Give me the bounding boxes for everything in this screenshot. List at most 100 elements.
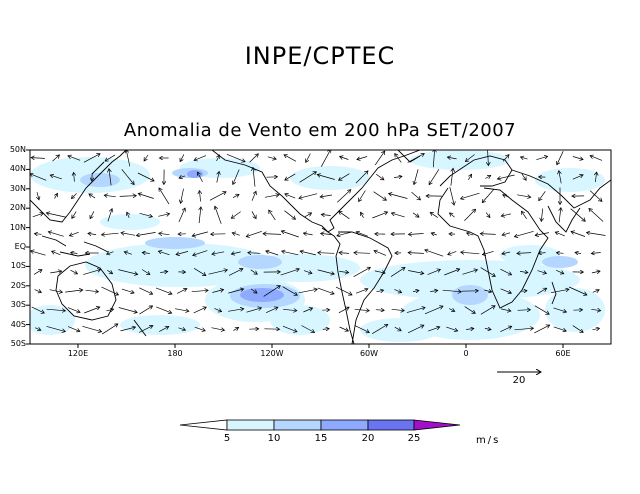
lat-ticks — [26, 149, 30, 345]
wind-vector-arrow — [246, 308, 262, 313]
wind-vector-arrow — [320, 150, 330, 167]
wind-vector-arrow — [337, 231, 352, 236]
wind-vector-arrow — [269, 210, 276, 221]
wind-vector-arrow — [390, 267, 405, 277]
wind-vector-arrow — [520, 291, 527, 292]
wind-vector-arrow — [354, 325, 370, 332]
wind-vector-arrow — [571, 232, 586, 237]
lon-label-120w: 120W — [260, 349, 284, 358]
wind-vector-arrow — [228, 309, 244, 312]
wind-vector-arrow — [468, 174, 471, 180]
wind-vector-arrow — [411, 191, 421, 200]
wind-vector-arrow — [46, 213, 66, 218]
wind-vector-arrow — [178, 208, 185, 223]
colorbar-swatch-15-20 — [320, 419, 369, 431]
lat-label-20n: 20N — [9, 203, 26, 212]
wind-vector-arrow — [536, 156, 547, 161]
wind-vector-arrow — [121, 288, 134, 293]
wind-vector-arrow — [127, 212, 129, 219]
wind-vector-arrow — [181, 188, 184, 204]
wind-vector-arrow — [71, 193, 77, 199]
wind-vector-arrow — [280, 269, 300, 276]
wind-vector-arrow — [46, 309, 66, 311]
wind-vector-arrow — [121, 169, 134, 184]
colorbar-tick-15: 15 — [314, 433, 328, 444]
wind-vector-arrow — [541, 208, 542, 222]
wind-vector-arrow — [336, 190, 351, 203]
wind-vector-arrow — [339, 271, 348, 272]
lat-label-10s: 10S — [10, 261, 26, 270]
wind-vector-arrow — [534, 305, 549, 315]
wind-vector-arrow — [69, 231, 79, 236]
wind-vector-arrow — [31, 306, 45, 313]
wind-vector-arrow — [338, 307, 349, 314]
wind-vector-arrow — [517, 194, 531, 197]
wind-vector-arrow — [407, 154, 425, 163]
wind-vector-arrow — [395, 154, 402, 163]
wind-vector-arrow — [501, 309, 511, 311]
wind-vector-arrow — [514, 328, 534, 330]
wind-vector-arrow — [322, 329, 329, 330]
wind-vector-arrow — [199, 191, 200, 202]
wind-vector-arrow — [217, 155, 220, 162]
wind-vector-arrow — [37, 192, 39, 200]
wind-vector-arrow — [449, 186, 454, 205]
wind-vector-arrow — [407, 325, 424, 334]
wind-vector-arrow — [65, 290, 83, 293]
wind-vector-arrow — [591, 271, 600, 273]
wind-vector-arrow — [179, 176, 186, 178]
wind-vector-arrow — [228, 269, 243, 276]
wind-vector-arrow — [590, 156, 603, 161]
wind-vector-arrow — [49, 289, 63, 293]
lon-ticks — [77, 344, 564, 348]
wind-vector-arrow — [431, 233, 437, 235]
wind-vector-arrow — [502, 155, 509, 162]
colorbar-swatch-10-15 — [273, 419, 322, 431]
wind-vector-arrow — [83, 269, 100, 275]
wind-vector-arrow — [30, 174, 47, 181]
wind-vector-arrow — [393, 176, 402, 177]
wind-vector-arrow — [285, 173, 296, 180]
wind-vector-arrow — [556, 253, 564, 254]
colorbar-tick-20: 20 — [361, 433, 375, 444]
colorbar-tick-25: 25 — [407, 433, 421, 444]
lat-label-20s: 20S — [10, 281, 26, 290]
wind-vector-arrow — [484, 328, 491, 329]
wind-vector-arrow — [374, 151, 385, 166]
lat-label-50s: 50S — [10, 339, 26, 348]
wind-vector-arrow — [31, 251, 46, 256]
wind-vector-arrow — [67, 307, 80, 313]
wind-vector-arrow — [263, 286, 281, 297]
wind-vector-arrow — [501, 214, 511, 216]
wind-vector-arrow — [52, 155, 60, 162]
wind-vector-arrow — [192, 231, 208, 236]
coast-europe — [439, 155, 513, 187]
wind-vector-arrow — [446, 326, 457, 331]
wind-vector-arrow — [557, 151, 564, 165]
wind-vector-arrow — [208, 270, 228, 275]
map-title: Anomalia de Vento em 200 hPa SET/2007 — [123, 120, 517, 141]
wind-vector-arrow — [50, 175, 62, 180]
wind-vector-arrow — [232, 233, 240, 236]
wind-vector-arrow — [217, 171, 219, 183]
wind-vector-arrow — [137, 172, 154, 181]
wind-vector-arrow — [408, 253, 424, 254]
wind-vector-arrow — [359, 190, 366, 202]
wind-vector-arrow — [250, 269, 258, 274]
wind-vector-arrow — [485, 176, 490, 179]
wind-vector-arrow — [449, 309, 455, 312]
wind-anomaly-shading — [30, 150, 605, 342]
wind-vector-arrow — [34, 328, 41, 331]
wind-vector-arrow — [159, 233, 170, 234]
wind-vector-arrow — [497, 174, 515, 179]
wind-vector-arrow — [317, 269, 335, 274]
colorbar — [179, 419, 461, 431]
wind-vector-arrow — [301, 325, 315, 333]
wind-vector-arrow — [178, 328, 186, 330]
wind-vector-arrow — [321, 215, 331, 216]
wind-vector-arrow — [447, 157, 457, 159]
wind-vector-arrow — [317, 287, 334, 294]
wind-vector-arrow — [433, 150, 434, 168]
wind-vector-arrow — [488, 150, 489, 165]
wind-vector-arrow — [212, 290, 223, 293]
